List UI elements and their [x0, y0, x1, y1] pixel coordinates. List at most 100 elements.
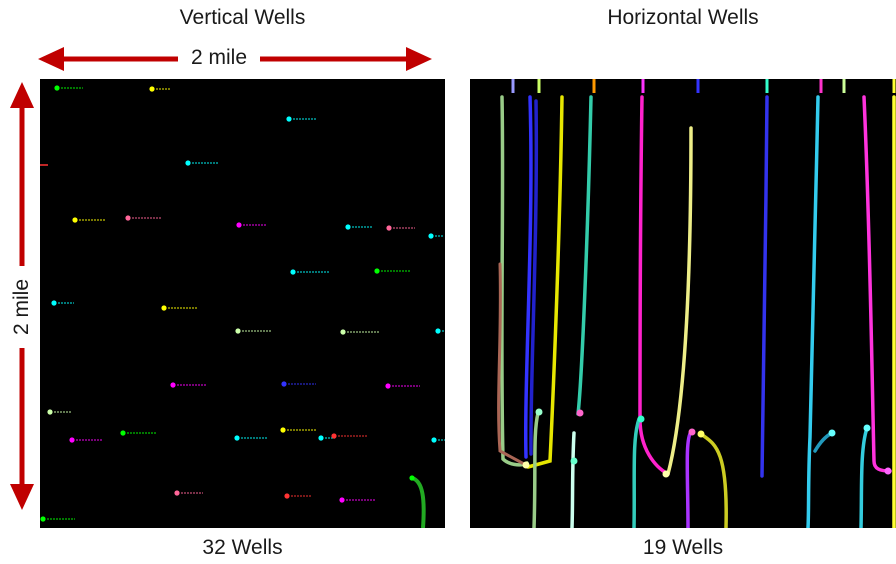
well-trajectory: [685, 430, 693, 528]
vertical-well: [174, 490, 203, 496]
vertical-well: [340, 329, 379, 335]
well-marker: [281, 381, 287, 387]
vertical-wells-map: [40, 85, 445, 528]
well-marker: [286, 116, 292, 122]
vertical-well: [345, 224, 372, 230]
well-trajectory: [666, 126, 693, 476]
well-trajectory: [632, 417, 641, 528]
vertical-scale-label-box: 2 mile: [5, 266, 39, 348]
well-marker: [662, 470, 670, 478]
vertical-well: [51, 300, 74, 306]
well-marker: [385, 383, 391, 389]
well-marker: [339, 497, 345, 503]
well-marker: [280, 427, 286, 433]
well-trajectory: [500, 95, 529, 467]
vertical-well: [185, 160, 218, 166]
vertical-well: [435, 328, 445, 334]
well-marker: [290, 269, 296, 275]
well-trajectory: [570, 431, 576, 528]
well-trajectory: [813, 431, 834, 453]
vertical-well: [47, 409, 72, 415]
well-trajectory: [576, 95, 593, 416]
vertical-well: [374, 268, 411, 274]
vertical-well: [125, 215, 162, 221]
vertical-wells-count: 32 Wells: [202, 536, 283, 559]
well-marker: [697, 430, 705, 438]
vertical-well: [40, 516, 75, 522]
well-trajectory: [638, 95, 670, 476]
down-arrowhead-icon: [10, 484, 34, 510]
wellhead-stubs: [511, 79, 896, 93]
well-marker: [174, 490, 180, 496]
vertical-wells-title: Vertical Wells: [179, 6, 306, 29]
vertical-well: [431, 437, 445, 443]
well-marker: [522, 461, 530, 469]
vertical-well: [386, 225, 415, 231]
well-marker: [236, 222, 242, 228]
vertical-well: [54, 85, 83, 91]
vertical-well: [120, 430, 157, 436]
vertical-well: [235, 328, 272, 334]
horizontal-scale-label: 2 mile: [178, 45, 260, 71]
vertical-well: [339, 497, 376, 503]
vertical-scale-label: 2 mile: [10, 278, 33, 336]
well-marker: [149, 86, 155, 92]
vertical-well: [281, 381, 316, 387]
horizontal-wells-title: Horizontal Wells: [607, 6, 759, 29]
well-trajectory: [532, 411, 540, 528]
vertical-well: [69, 437, 102, 443]
well-marker: [318, 435, 324, 441]
well-marker: [884, 467, 892, 475]
well-marker: [428, 233, 434, 239]
well-marker: [431, 437, 437, 443]
well-markers: [522, 408, 892, 478]
well-trajectory: [806, 95, 820, 528]
vertical-well: [286, 116, 317, 122]
well-marker: [688, 428, 696, 436]
well-trajectory: [859, 426, 869, 528]
vertical-well: [170, 382, 207, 388]
well-marker: [72, 217, 78, 223]
vertical-well: [280, 427, 317, 433]
well-trajectory: [497, 262, 526, 466]
well-marker: [637, 415, 645, 423]
vertical-well: [290, 269, 329, 275]
well-marker: [386, 225, 392, 231]
well-marker: [235, 328, 241, 334]
well-marker: [125, 215, 131, 221]
vertical-well: [284, 493, 311, 499]
vertical-well: [72, 217, 105, 223]
vertical-well: [234, 435, 267, 441]
well-marker: [435, 328, 441, 334]
horizontal-wells-map: [497, 79, 896, 528]
well-marker: [54, 85, 60, 91]
well-trajectory: [529, 99, 539, 456]
well-marker: [331, 433, 337, 439]
well-trajectory: [523, 95, 533, 459]
well-marker: [576, 409, 584, 417]
vertical-well: [236, 222, 267, 228]
vertical-wells-panel: [40, 79, 445, 528]
vertical-well: [331, 433, 368, 439]
well-trajectory: [411, 476, 426, 528]
well-marker: [570, 457, 578, 465]
well-trajectory: [699, 432, 728, 528]
well-marker: [345, 224, 351, 230]
horizontal-wells-count: 19 Wells: [642, 536, 724, 559]
vertical-well: [149, 86, 170, 92]
vertical-well: [428, 233, 443, 239]
well-trajectory: [760, 95, 769, 478]
vertical-well: [318, 435, 335, 441]
left-arrowhead-icon: [38, 47, 64, 71]
well-marker: [161, 305, 167, 311]
well-marker: [120, 430, 126, 436]
well-marker: [69, 437, 75, 443]
vertical-well: [161, 305, 198, 311]
horizontal-wells-panel: [470, 79, 896, 528]
well-marker: [40, 516, 46, 522]
well-marker: [828, 429, 836, 437]
well-marker: [234, 435, 240, 441]
well-marker: [340, 329, 346, 335]
well-marker: [284, 493, 290, 499]
well-marker: [185, 160, 191, 166]
